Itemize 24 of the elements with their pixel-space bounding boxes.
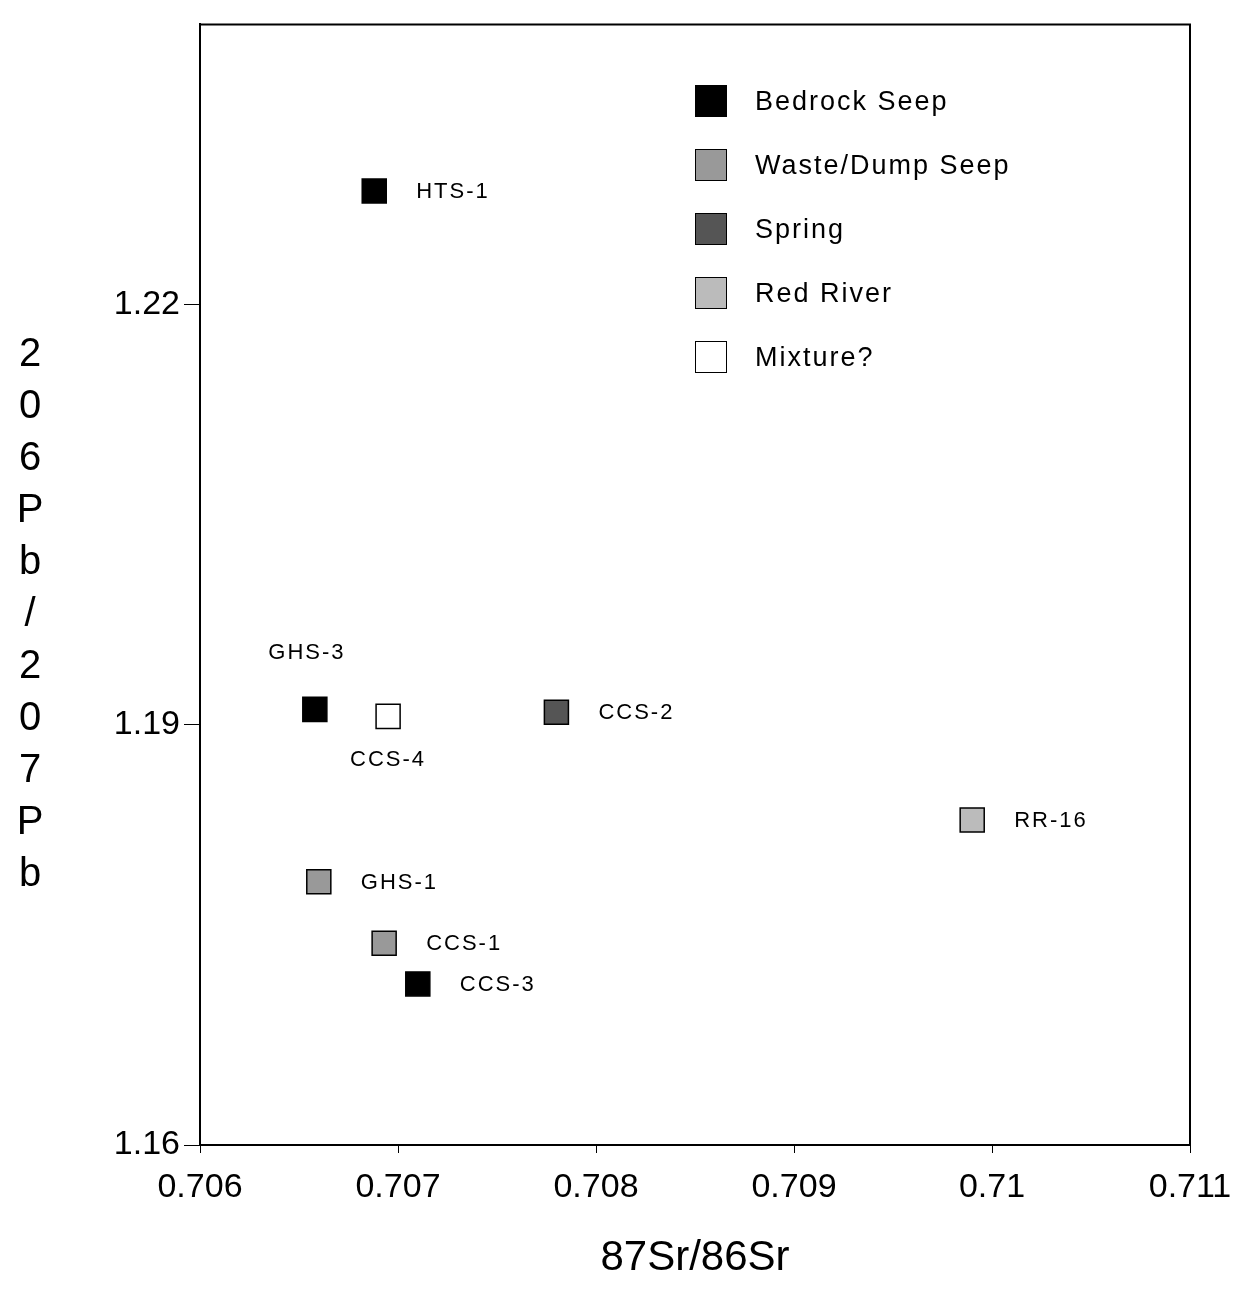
x-tick-label: 0.708 bbox=[553, 1165, 639, 1204]
y-tick-label: 1.19 bbox=[113, 703, 180, 742]
annotation: GHS-3 bbox=[268, 639, 346, 666]
annotation: HTS-1 bbox=[416, 178, 490, 205]
legend-label: Red River bbox=[755, 277, 894, 309]
legend-label: Mixture? bbox=[755, 341, 875, 373]
annotation: GHS-1 bbox=[360, 868, 439, 895]
legend-label: Bedrock Seep bbox=[755, 85, 949, 117]
x-tick-label: 0.709 bbox=[751, 1165, 837, 1204]
annotation: CCS-4 bbox=[350, 746, 427, 773]
annotation: CCS-2 bbox=[598, 699, 675, 726]
x-tick-label: 0.707 bbox=[355, 1165, 441, 1204]
x-tick-label: 0.706 bbox=[157, 1165, 243, 1204]
annotation: CCS-1 bbox=[426, 930, 503, 957]
annotation: CCS-3 bbox=[459, 970, 536, 997]
y-axis-title: 206Pb/207Pb bbox=[8, 330, 52, 902]
x-tick-label: 0.711 bbox=[1148, 1165, 1232, 1204]
y-tick-label: 1.16 bbox=[113, 1123, 180, 1162]
legend-label: Waste/Dump Seep bbox=[755, 149, 1011, 181]
legend-label: Spring bbox=[755, 213, 846, 245]
x-tick-label: 0.71 bbox=[958, 1165, 1026, 1204]
x-axis-title: 87Sr/86Sr bbox=[600, 1232, 790, 1280]
y-tick-label: 1.22 bbox=[113, 282, 180, 321]
annotation: RR-16 bbox=[1014, 807, 1088, 834]
